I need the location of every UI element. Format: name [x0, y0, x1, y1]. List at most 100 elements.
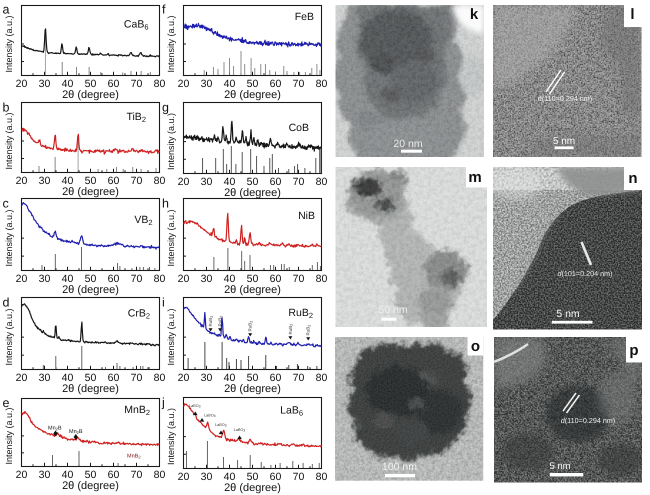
svg-text:Mn2B: Mn2B [69, 429, 83, 435]
svg-text:LaBO3: LaBO3 [215, 423, 227, 428]
svg-text:CaB6: CaB6 [124, 19, 149, 32]
svg-text:80: 80 [154, 273, 166, 285]
svg-text:50: 50 [247, 471, 259, 483]
svg-text:LaBO3: LaBO3 [234, 428, 246, 433]
svg-text:60: 60 [108, 78, 120, 90]
svg-text:30: 30 [201, 372, 213, 384]
svg-text:a: a [3, 3, 10, 17]
svg-text:RuB2: RuB2 [288, 307, 313, 320]
svg-text:Intensity (a.u.): Intensity (a.u.) [4, 15, 14, 72]
svg-text:2θ (degree): 2θ (degree) [224, 284, 281, 296]
svg-text:70: 70 [293, 372, 305, 384]
svg-text:20: 20 [178, 273, 190, 285]
svg-text:20: 20 [178, 372, 190, 384]
svg-text:40: 40 [224, 176, 236, 188]
svg-text:50: 50 [85, 273, 97, 285]
svg-text:e: e [3, 396, 10, 410]
svg-text:j: j [161, 396, 165, 410]
svg-text:2θ (degree): 2θ (degree) [62, 284, 119, 296]
svg-text:20: 20 [16, 175, 28, 187]
svg-text:70: 70 [131, 175, 143, 187]
svg-text:50: 50 [247, 176, 259, 188]
svg-text:60: 60 [108, 273, 120, 285]
svg-text:d(110=0.294 nm): d(110=0.294 nm) [538, 94, 592, 103]
svg-text:Intensity (a.u.): Intensity (a.u.) [166, 308, 176, 365]
svg-text:d(101=0.204 nm): d(101=0.204 nm) [558, 269, 613, 278]
svg-text:60: 60 [270, 471, 282, 483]
svg-text:30: 30 [39, 78, 51, 90]
svg-text:80: 80 [154, 469, 166, 481]
svg-text:20: 20 [178, 78, 190, 90]
svg-text:60: 60 [108, 175, 120, 187]
svg-text:LaBO3: LaBO3 [189, 404, 201, 409]
svg-text:o: o [471, 338, 480, 355]
svg-text:40: 40 [62, 78, 74, 90]
svg-text:2θ (degree): 2θ (degree) [62, 383, 119, 395]
svg-text:2θ (degree): 2θ (degree) [224, 383, 281, 395]
svg-text:CrB2: CrB2 [128, 308, 150, 321]
svg-text:2θ (degree): 2θ (degree) [62, 186, 119, 198]
svg-text:Intensity (a.u.): Intensity (a.u.) [4, 112, 14, 169]
svg-text:d: d [3, 296, 10, 310]
svg-text:50: 50 [247, 372, 259, 384]
svg-text:40: 40 [224, 372, 236, 384]
svg-text:FeB: FeB [295, 11, 314, 23]
svg-text:50: 50 [85, 469, 97, 481]
svg-text:30: 30 [39, 469, 51, 481]
svg-text:70: 70 [293, 471, 305, 483]
svg-text:Intensity (a.u.): Intensity (a.u.) [166, 209, 176, 266]
svg-text:5 nm: 5 nm [549, 461, 570, 472]
svg-text:TiB2: TiB2 [126, 111, 146, 124]
svg-text:70: 70 [131, 469, 143, 481]
svg-text:80: 80 [316, 78, 328, 90]
svg-text:b: b [3, 101, 10, 115]
svg-text:Intensity (a.u.): Intensity (a.u.) [4, 209, 14, 266]
svg-text:m: m [468, 169, 481, 186]
svg-text:g: g [162, 101, 169, 115]
svg-text:50 nm: 50 nm [378, 304, 407, 316]
svg-text:h: h [162, 197, 169, 211]
svg-text:40: 40 [62, 175, 74, 187]
svg-text:40: 40 [62, 372, 74, 384]
svg-text:RuB2: RuB2 [248, 321, 254, 332]
svg-text:80: 80 [154, 78, 166, 90]
svg-text:40: 40 [224, 78, 236, 90]
svg-text:RuB2: RuB2 [306, 325, 312, 336]
svg-text:70: 70 [131, 273, 143, 285]
svg-text:MnB2: MnB2 [124, 404, 150, 417]
svg-text:30: 30 [201, 176, 213, 188]
svg-text:20: 20 [16, 78, 28, 90]
svg-text:20: 20 [16, 469, 28, 481]
svg-text:60: 60 [270, 273, 282, 285]
svg-text:70: 70 [293, 176, 305, 188]
svg-text:50: 50 [247, 273, 259, 285]
svg-text:80: 80 [154, 175, 166, 187]
svg-text:80: 80 [316, 471, 328, 483]
svg-text:2θ (degree): 2θ (degree) [224, 482, 281, 494]
svg-text:k: k [470, 6, 479, 23]
svg-text:2θ (degree): 2θ (degree) [62, 89, 119, 101]
svg-text:5 nm: 5 nm [553, 136, 575, 147]
svg-text:60: 60 [108, 372, 120, 384]
svg-text:Intensity (a.u.): Intensity (a.u.) [4, 308, 14, 365]
svg-text:20: 20 [178, 471, 190, 483]
svg-text:NiB: NiB [298, 210, 315, 222]
svg-text:RuB2: RuB2 [288, 324, 294, 335]
svg-text:20: 20 [178, 176, 190, 188]
svg-text:RuB2: RuB2 [218, 316, 224, 327]
svg-text:30: 30 [201, 78, 213, 90]
svg-text:CoB: CoB [289, 122, 309, 134]
svg-text:60: 60 [270, 78, 282, 90]
svg-text:30: 30 [201, 471, 213, 483]
svg-text:40: 40 [62, 273, 74, 285]
svg-text:70: 70 [131, 78, 143, 90]
svg-text:20: 20 [16, 273, 28, 285]
svg-text:40: 40 [224, 273, 236, 285]
svg-text:80: 80 [316, 372, 328, 384]
svg-text:50: 50 [85, 175, 97, 187]
svg-text:40: 40 [224, 471, 236, 483]
svg-text:RuB2: RuB2 [208, 316, 214, 327]
svg-text:5 nm: 5 nm [556, 308, 580, 320]
svg-text:Intensity (a.u.): Intensity (a.u.) [166, 408, 176, 465]
svg-text:70: 70 [131, 372, 143, 384]
